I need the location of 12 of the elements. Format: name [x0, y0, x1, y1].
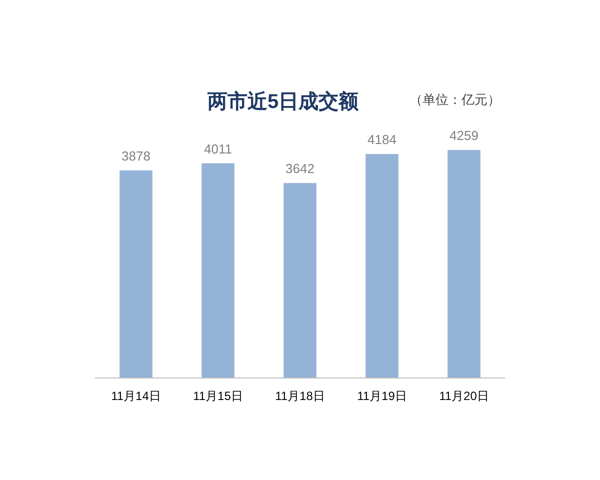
data-label: 4184: [368, 132, 396, 148]
data-label: 3878: [122, 148, 150, 164]
x-tick-label: 11月18日: [275, 389, 325, 403]
x-tick-label: 11月20日: [439, 389, 489, 403]
annotation: （单位：亿元）: [410, 92, 500, 107]
data-label: 4011: [204, 141, 232, 156]
data-label: 4259: [450, 128, 478, 143]
x-tick-label: 11月14日: [111, 389, 161, 403]
title: 两市近5日成交额: [207, 91, 359, 113]
x-tick-label: 11月19日: [357, 389, 407, 403]
data-label: 3642: [286, 161, 314, 176]
x-tick-label: 11月15日: [193, 389, 243, 403]
